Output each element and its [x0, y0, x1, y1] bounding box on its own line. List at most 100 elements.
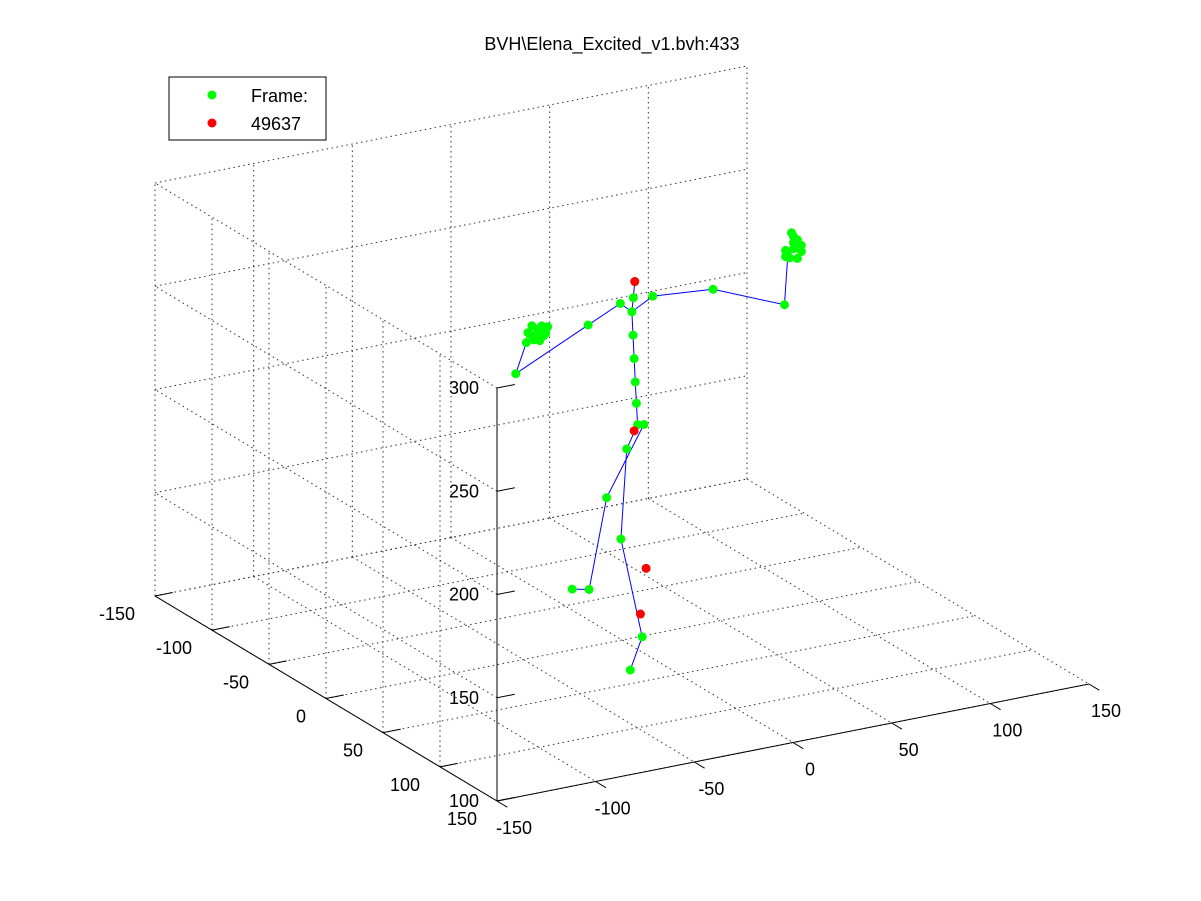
hand-marker-point: [796, 246, 806, 256]
z-tick-mark: [496, 487, 515, 492]
skeleton-bone: [588, 497, 608, 590]
z-tick-label: 300: [449, 378, 479, 398]
joint-point-l-wrist: [783, 251, 793, 261]
skeleton-bone: [606, 424, 645, 498]
skeleton-bone: [652, 288, 714, 297]
grid-floor-y: [211, 512, 805, 631]
joint-point-r-toe: [625, 665, 635, 675]
y-tick-mark: [268, 660, 287, 665]
joint-point-r-hip: [622, 444, 632, 454]
joint-point-r-knee: [616, 534, 626, 544]
legend-marker-frame: [207, 90, 217, 100]
z-tick-mark: [496, 590, 515, 595]
grid-side-z: [154, 389, 498, 595]
hand-marker-point: [523, 328, 533, 338]
x-tick-mark: [595, 781, 607, 789]
z-tick-label: 250: [449, 481, 479, 501]
grid-floor-x: [549, 517, 892, 724]
red-marker-point: [630, 277, 640, 287]
joint-point-l-toe: [567, 584, 577, 594]
grid-floor-x: [450, 537, 794, 743]
x-tick-mark: [1088, 683, 1100, 691]
joint-point-l-ankle: [584, 585, 594, 595]
skeleton-joints: [511, 228, 806, 675]
y-tick-label: 100: [390, 775, 420, 795]
hand-marker-point: [786, 228, 796, 238]
y-tick-mark: [382, 728, 401, 734]
y-tick-mark: [211, 626, 230, 631]
joint-point-r-elbow: [511, 369, 521, 379]
grid-floor-y: [382, 615, 976, 734]
red-marker-point: [641, 563, 651, 573]
grid-floor-y: [325, 581, 919, 699]
joint-point-r-clavicle: [615, 298, 625, 308]
skeleton-bone: [783, 255, 789, 305]
x-tick-mark: [496, 800, 508, 808]
skeleton-bone: [629, 636, 643, 671]
y-tick-label: -150: [99, 604, 135, 624]
joint-point-l-clavicle: [648, 291, 658, 301]
joint-point-l-hip: [639, 419, 649, 429]
joint-point-chest: [627, 307, 637, 317]
skeleton-bone: [515, 342, 527, 374]
legend: Frame: 49637: [168, 76, 327, 141]
tick-labels: -150-100-50050100150150100500-50-100-150…: [99, 378, 1121, 838]
y-tick-mark: [325, 694, 344, 699]
x-tick-mark: [990, 703, 1001, 711]
joint-point-r-wrist: [521, 338, 531, 348]
grid-back-z: [154, 168, 748, 287]
x-tick-mark: [891, 722, 903, 730]
skeleton-bone: [712, 288, 785, 306]
joint-point-r-hand: [533, 328, 543, 338]
grid-floor-x: [648, 498, 991, 704]
legend-label-frame: Frame:: [251, 86, 308, 106]
grid-back-z: [154, 375, 748, 494]
y-tick-label: 150: [447, 809, 477, 829]
grid-back-z: [154, 478, 748, 597]
z-tick-label: 100: [449, 791, 479, 811]
joint-point-l-shoulder: [708, 284, 718, 294]
y-tick-label: -50: [223, 672, 249, 692]
joint-point-spine3: [629, 354, 639, 364]
x-tick-label: -50: [698, 779, 724, 799]
x-tick-label: 0: [805, 760, 815, 780]
joint-point-spine4: [628, 330, 638, 340]
y-tick-mark: [154, 591, 173, 597]
skeleton-bone: [620, 448, 628, 540]
z-tick-label: 200: [449, 585, 479, 605]
x-tick-label: -100: [595, 799, 631, 819]
grid-back-z: [154, 65, 748, 184]
skeleton-bone: [587, 303, 621, 326]
x-tick-label: -150: [496, 818, 532, 838]
joint-point-r-ankle: [637, 632, 647, 642]
red-marker-point: [629, 426, 639, 436]
z-tick-mark: [496, 693, 515, 699]
hand-marker-point: [527, 321, 537, 331]
joint-point-r-shoulder: [583, 320, 593, 330]
joint-point-l-elbow: [779, 300, 789, 310]
x-tick-label: 100: [992, 721, 1022, 741]
legend-box: [168, 76, 327, 141]
z-tick-label: 150: [449, 688, 479, 708]
joint-point-l-knee: [602, 493, 612, 503]
hand-marker-point: [792, 253, 802, 263]
hand-marker-point: [543, 322, 553, 332]
y-tick-label: 50: [343, 741, 363, 761]
joint-point-spine2: [630, 377, 640, 387]
grid-back-z: [154, 272, 748, 390]
z-tick-mark: [496, 383, 515, 389]
joint-point-l-hand: [788, 244, 798, 254]
legend-label-number: 49637: [251, 114, 301, 134]
red-marker-point: [635, 609, 645, 619]
joint-point-spine1: [631, 398, 641, 408]
grid-side-z: [154, 182, 498, 389]
y-tick-label: -100: [156, 638, 192, 658]
x-tick-label: 150: [1091, 701, 1121, 721]
axes: [154, 383, 1100, 808]
grid-side-z: [154, 285, 498, 492]
grid-floor-y: [439, 649, 1033, 768]
skeleton-bone: [515, 324, 589, 375]
y-tick-label: 0: [296, 707, 306, 727]
grid-floor-x: [746, 478, 1090, 685]
